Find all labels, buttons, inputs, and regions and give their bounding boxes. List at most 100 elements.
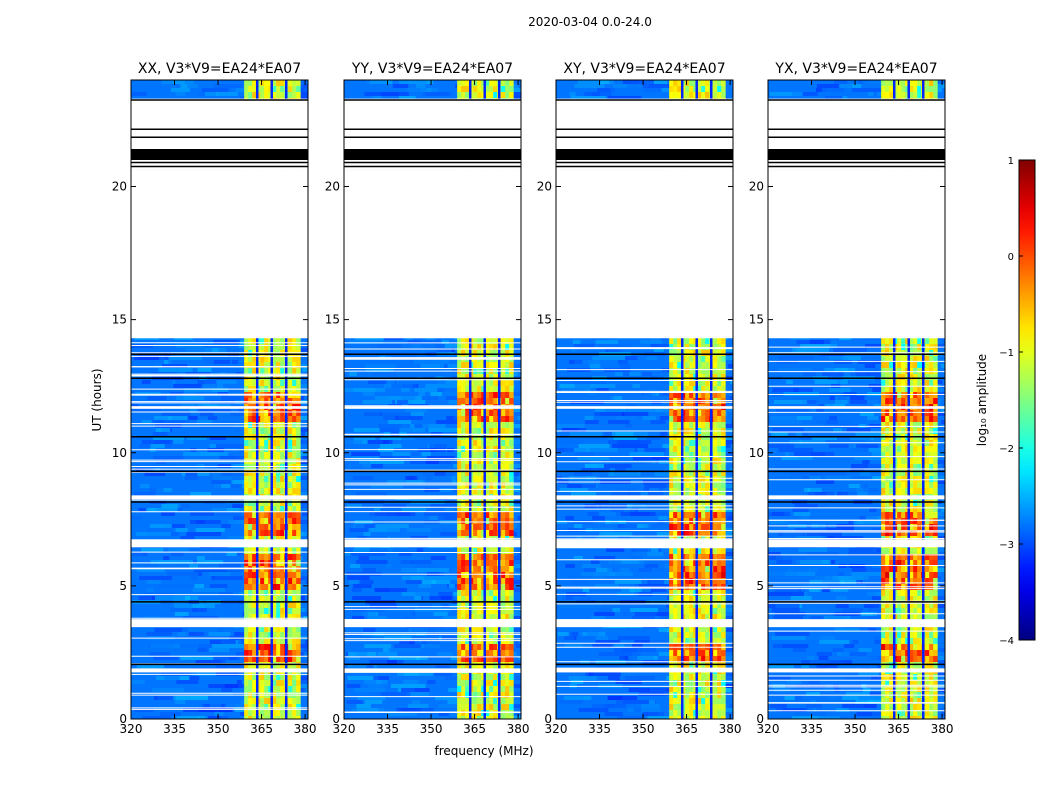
noise-speckle bbox=[306, 144, 308, 148]
rfi-cell bbox=[264, 710, 269, 717]
rfi-cell bbox=[288, 80, 293, 87]
rfi-cell bbox=[481, 614, 486, 621]
noise-speckle bbox=[415, 656, 428, 660]
rfi-cell bbox=[252, 410, 257, 417]
rfi-cell bbox=[509, 524, 514, 531]
rfi-cell bbox=[288, 626, 293, 633]
rfi-cell bbox=[509, 392, 514, 399]
rfi-cell bbox=[465, 500, 470, 507]
rfi-cell bbox=[244, 506, 249, 513]
y-tick-label: 10 bbox=[112, 446, 127, 460]
rfi-cell bbox=[489, 374, 494, 381]
rfi-cell bbox=[493, 476, 498, 483]
noise-speckle bbox=[379, 456, 410, 460]
rfi-cell bbox=[465, 638, 470, 645]
rfi-cell bbox=[493, 566, 498, 573]
rfi-cell bbox=[505, 518, 510, 525]
noise-speckle bbox=[297, 452, 308, 456]
rfi-cell bbox=[473, 656, 478, 663]
rfi-cell bbox=[272, 92, 277, 99]
rfi-cell bbox=[296, 614, 301, 621]
noise-speckle bbox=[295, 700, 308, 704]
rfi-cell bbox=[264, 488, 269, 495]
noise-speckle bbox=[186, 532, 222, 536]
rfi-cell bbox=[248, 608, 253, 615]
rfi-cell bbox=[296, 422, 301, 429]
rfi-cell bbox=[505, 566, 510, 573]
rfi-cell bbox=[272, 584, 277, 591]
rfi-cell bbox=[252, 530, 257, 537]
rfi-cell bbox=[505, 692, 510, 699]
rfi-cell bbox=[457, 338, 462, 345]
noise-speckle bbox=[203, 660, 226, 664]
rfi-cell bbox=[493, 488, 498, 495]
rfi-cell bbox=[296, 446, 301, 453]
noise-speckle bbox=[381, 692, 411, 696]
rfi-cell bbox=[292, 464, 297, 471]
rfi-cell bbox=[493, 554, 498, 561]
rfi-cell bbox=[505, 470, 510, 477]
noise-speckle bbox=[144, 472, 166, 476]
noise-speckle bbox=[197, 404, 231, 408]
noise-speckle bbox=[141, 420, 152, 424]
noise-speckle bbox=[370, 348, 383, 352]
rfi-cell bbox=[272, 608, 277, 615]
rfi-cell bbox=[493, 530, 498, 537]
rfi-cell bbox=[477, 410, 482, 417]
rfi-cell bbox=[493, 578, 498, 585]
rfi-cell bbox=[457, 650, 462, 657]
rfi-cell bbox=[473, 92, 478, 99]
noise-speckle bbox=[131, 680, 145, 684]
rfi-cell bbox=[288, 662, 293, 669]
noise-speckle bbox=[156, 340, 180, 344]
rfi-cell bbox=[461, 524, 466, 531]
rfi-cell bbox=[252, 338, 257, 345]
rfi-cell bbox=[268, 650, 273, 657]
rfi-cell bbox=[481, 344, 486, 351]
rfi-cell bbox=[457, 428, 462, 435]
rfi-cell bbox=[272, 416, 277, 423]
rfi-cell bbox=[485, 488, 490, 495]
noise-speckle bbox=[235, 88, 245, 92]
noise-speckle bbox=[398, 552, 412, 556]
rfi-cell bbox=[260, 626, 265, 633]
rfi-cell bbox=[272, 644, 277, 651]
rfi-cell bbox=[509, 452, 514, 459]
rfi-cell bbox=[292, 608, 297, 615]
rfi-cell bbox=[509, 458, 514, 465]
rfi-cell bbox=[252, 488, 257, 495]
rfi-cell bbox=[280, 344, 285, 351]
rfi-cell bbox=[489, 590, 494, 597]
noise-speckle bbox=[213, 360, 231, 364]
rfi-cell bbox=[501, 524, 506, 531]
noise-speckle bbox=[149, 524, 172, 528]
noise-speckle bbox=[138, 508, 151, 512]
rfi-cell bbox=[288, 92, 293, 99]
rfi-cell bbox=[292, 584, 297, 591]
rfi-cell bbox=[489, 584, 494, 591]
noise-speckle bbox=[152, 432, 168, 436]
rfi-cell bbox=[481, 458, 486, 465]
noise-speckle bbox=[349, 340, 384, 344]
noise-speckle bbox=[219, 456, 248, 460]
rfi-cell bbox=[248, 536, 253, 543]
noise-speckle bbox=[426, 80, 434, 84]
noise-speckle bbox=[358, 460, 374, 464]
rfi-cell bbox=[461, 458, 466, 465]
rfi-cell bbox=[481, 554, 486, 561]
rfi-cell bbox=[489, 596, 494, 603]
noise-speckle bbox=[348, 664, 377, 668]
noise-speckle bbox=[350, 564, 361, 568]
rfi-cell bbox=[248, 644, 253, 651]
noise-speckle bbox=[177, 504, 190, 508]
rfi-cell bbox=[457, 398, 462, 405]
noise-speckle bbox=[520, 436, 521, 440]
noise-speckle bbox=[352, 476, 374, 480]
noise-speckle bbox=[380, 444, 402, 448]
rfi-cell bbox=[296, 674, 301, 681]
noise-speckle bbox=[196, 420, 213, 424]
rfi-cell bbox=[477, 92, 482, 99]
noise-speckle bbox=[520, 472, 521, 476]
rfi-cell bbox=[276, 536, 281, 543]
noise-speckle bbox=[435, 420, 470, 424]
